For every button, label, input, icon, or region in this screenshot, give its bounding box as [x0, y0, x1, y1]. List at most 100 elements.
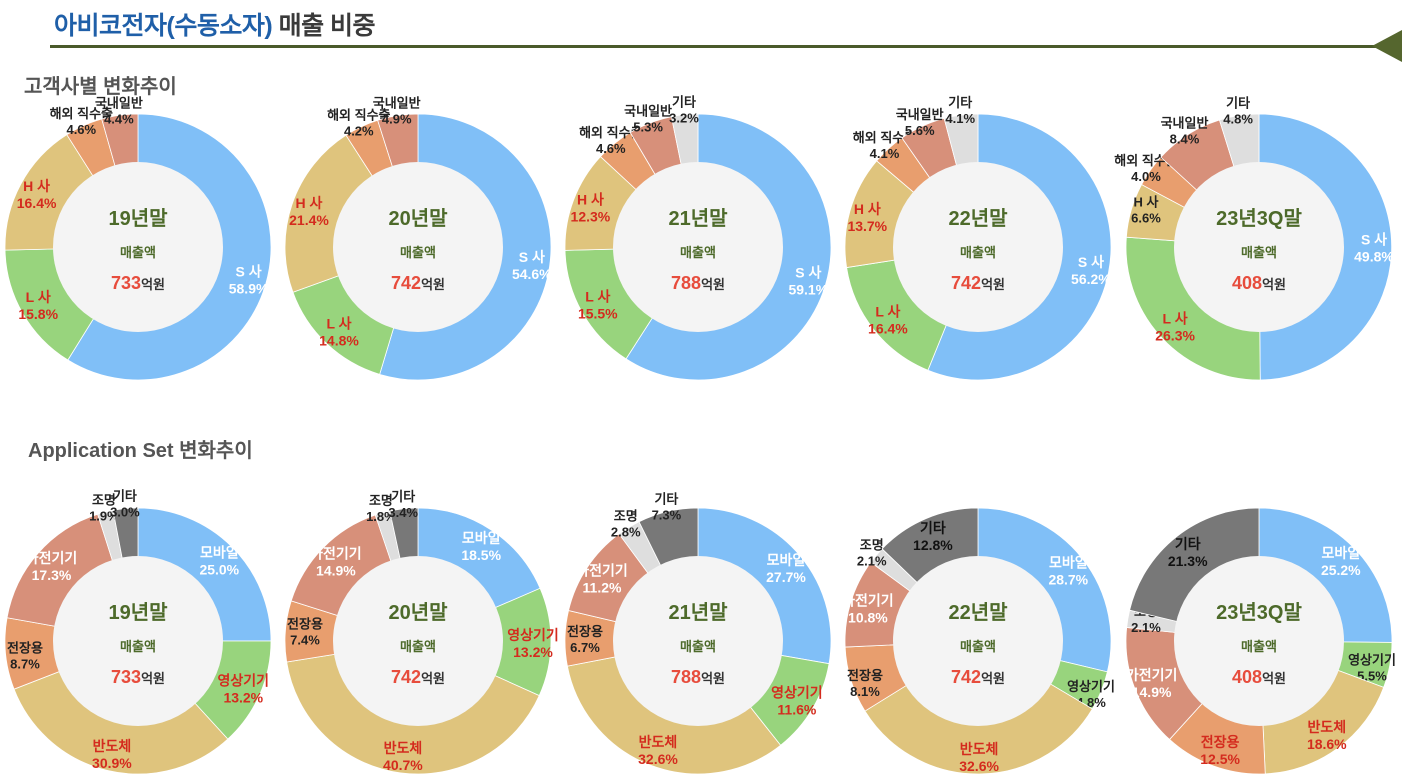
slice-label-반도체: 반도체: [384, 740, 423, 756]
slice-value-가전기기: 11.2%: [583, 580, 622, 596]
donut-center: [333, 162, 503, 332]
slice-label-가전기기: 가전기기: [26, 550, 78, 566]
slice-value-반도체: 18.6%: [1307, 736, 1347, 752]
slice-value-해외-직수출: 4.6%: [66, 122, 96, 137]
slice-value-반도체: 32.6%: [959, 758, 999, 774]
slice-label-영상기기: 영상기기: [1348, 652, 1396, 667]
center-amount-value: 788: [671, 273, 701, 293]
slice-label-기타: 기타: [391, 489, 415, 504]
center-sales-label: 매출액: [960, 245, 996, 260]
slice-label-S-사: S 사: [795, 264, 821, 280]
slice-value-조명: 1.8%: [366, 509, 396, 524]
slice-value-해외-직수출: 4.0%: [1131, 169, 1161, 184]
slice-label-S-사: S 사: [1078, 254, 1104, 270]
slice-label-S-사: S 사: [236, 264, 262, 280]
center-period-label: 21년말: [668, 601, 728, 624]
slice-value-모바일: 27.7%: [766, 569, 806, 585]
center-sales-amount: 742억원: [391, 273, 445, 293]
slice-value-H-사: 16.4%: [17, 195, 57, 211]
slice-label-가전기기: 가전기기: [310, 546, 362, 562]
center-amount-value: 733: [111, 273, 141, 293]
slice-label-모바일: 모바일: [462, 530, 501, 546]
donut-center: [613, 162, 783, 332]
slice-value-기타: 4.8%: [1223, 112, 1253, 127]
slice-value-반도체: 30.9%: [92, 755, 132, 771]
slice-value-L-사: 15.8%: [18, 306, 58, 322]
slice-value-기타: 3.4%: [388, 505, 418, 520]
slice-label-L-사: L 사: [26, 289, 51, 305]
center-amount-unit: 억원: [421, 671, 445, 686]
slice-label-모바일: 모바일: [1049, 555, 1088, 571]
center-period-label: 19년말: [108, 207, 168, 230]
donut-center: [53, 162, 223, 332]
slice-value-S-사: 59.1%: [788, 281, 828, 297]
center-amount-unit: 억원: [1262, 671, 1286, 686]
slice-label-가전기기: 가전기기: [842, 593, 894, 609]
slice-label-전장용: 전장용: [567, 624, 603, 639]
slice-label-기타: 기타: [654, 492, 678, 507]
donut-center: [893, 556, 1063, 726]
center-sales-label: 매출액: [680, 245, 716, 260]
center-amount-unit: 억원: [141, 277, 165, 292]
slice-value-국내일반: 4.4%: [104, 111, 134, 126]
center-amount-unit: 억원: [141, 671, 165, 686]
slice-value-영상기기: 5.5%: [1357, 668, 1387, 683]
slice-label-조명: 조명: [614, 508, 638, 523]
slice-label-L-사: L 사: [1163, 311, 1188, 327]
slice-value-반도체: 40.7%: [383, 757, 423, 773]
center-amount-unit: 억원: [1262, 277, 1286, 292]
customer-section-title: 고객사별 변화추이: [24, 76, 177, 98]
center-amount-value: 742: [951, 667, 981, 687]
center-amount-unit: 억원: [421, 277, 445, 292]
slice-value-조명: 2.1%: [857, 554, 887, 569]
slice-label-S-사: S 사: [519, 249, 545, 265]
slice-label-영상기기: 영상기기: [507, 627, 559, 643]
slice-label-국내일반: 국내일반: [896, 107, 944, 122]
slice-label-L-사: L 사: [875, 303, 900, 319]
center-sales-label: 매출액: [1241, 245, 1277, 260]
center-period-label: 20년말: [388, 601, 448, 624]
slice-label-모바일: 모바일: [1321, 545, 1360, 561]
center-sales-amount: 408억원: [1232, 667, 1286, 687]
slice-label-가전기기: 가전기기: [1126, 667, 1178, 683]
center-sales-label: 매출액: [680, 639, 716, 654]
donut-center: [1174, 162, 1344, 332]
donut-chart-application-8: 모바일28.7%영상기기4.8%반도체32.6%전장용8.1%가전기기10.8%…: [842, 507, 1115, 775]
center-amount-value: 733: [111, 667, 141, 687]
slice-value-해외-직수출: 4.1%: [870, 146, 900, 161]
slice-value-L-사: 26.3%: [1155, 328, 1195, 344]
slice-value-기타: 7.3%: [652, 508, 682, 523]
center-amount-value: 742: [391, 667, 421, 687]
slice-label-반도체: 반도체: [960, 741, 999, 757]
center-amount-unit: 억원: [701, 277, 725, 292]
slice-label-기타: 기타: [113, 489, 137, 504]
center-sales-label: 매출액: [120, 245, 156, 260]
slice-label-L-사: L 사: [585, 288, 610, 304]
slice-value-전장용: 8.7%: [10, 657, 40, 672]
page-title: 아비코전자(수동소자) 매출 비중: [54, 6, 376, 42]
center-period-label: 22년말: [948, 207, 1008, 230]
slice-value-S-사: 54.6%: [512, 266, 552, 282]
donut-center: [893, 162, 1063, 332]
slice-value-S-사: 58.9%: [229, 281, 269, 297]
slice-label-국내일반: 국내일반: [1161, 116, 1209, 131]
slice-label-기타: 기타: [1175, 536, 1201, 552]
slice-label-영상기기: 영상기기: [218, 672, 270, 688]
slice-label-반도체: 반도체: [639, 734, 678, 750]
slice-value-영상기기: 13.2%: [513, 644, 553, 660]
slice-value-해외-직수출: 4.2%: [344, 123, 374, 138]
slice-value-기타: 12.8%: [913, 537, 953, 553]
slice-value-전장용: 8.1%: [850, 684, 880, 699]
center-sales-amount: 742억원: [951, 273, 1005, 293]
center-amount-unit: 억원: [981, 671, 1005, 686]
center-sales-amount: 788억원: [671, 667, 725, 687]
slice-value-H-사: 21.4%: [289, 212, 329, 228]
